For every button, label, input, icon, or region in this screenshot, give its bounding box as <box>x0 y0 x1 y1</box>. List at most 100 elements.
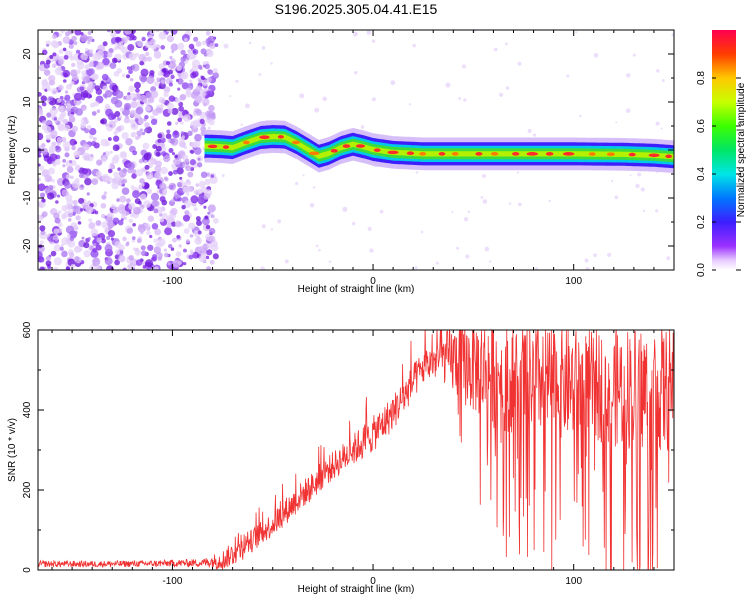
ridge-peak <box>588 152 596 156</box>
noise-speckle <box>131 63 140 72</box>
noise-speckle <box>193 36 199 42</box>
noise-speckle <box>195 108 202 116</box>
ridge-peak <box>648 153 660 158</box>
noise-speckle <box>66 166 74 173</box>
noise-speckle <box>115 175 121 181</box>
noise-speckle <box>60 136 67 143</box>
noise-speckle <box>208 104 215 112</box>
noise-speckle <box>82 152 91 161</box>
noise-speckle <box>208 235 216 243</box>
faint-speckle <box>414 266 418 270</box>
faint-speckle <box>212 68 218 74</box>
noise-speckle <box>53 212 60 220</box>
noise-speckle <box>113 118 119 123</box>
colorbar: 0.0 0.2 0.4 0.6 0.8 Normalized spectral ampl… <box>696 30 747 277</box>
ridge-peak <box>475 152 483 156</box>
noise-speckle <box>39 192 46 198</box>
noise-speckle <box>43 69 51 76</box>
noise-speckle <box>152 144 158 149</box>
noise-speckle <box>80 184 84 188</box>
faint-speckle <box>505 42 508 46</box>
noise-speckle <box>81 70 87 76</box>
colorbar-ticks: 0.0 0.2 0.4 0.6 0.8 <box>696 71 741 277</box>
ridge-peak <box>243 140 250 145</box>
noise-speckle <box>212 72 219 79</box>
noise-speckle <box>131 236 136 240</box>
noise-speckle <box>154 81 160 87</box>
noise-speckle <box>41 198 46 203</box>
noise-speckle <box>132 190 140 199</box>
noise-speckle <box>185 87 192 94</box>
noise-speckle <box>40 63 45 68</box>
noise-speckle <box>95 220 102 226</box>
noise-speckle <box>113 46 118 51</box>
noise-speckle <box>57 98 62 103</box>
noise-speckle <box>92 52 101 61</box>
faint-speckle <box>655 209 659 213</box>
noise-speckle <box>82 92 89 99</box>
faint-speckle <box>666 256 671 261</box>
noise-speckle <box>201 217 210 226</box>
noise-speckle <box>143 200 152 208</box>
noise-speckle <box>110 204 116 210</box>
noise-speckle <box>171 107 179 115</box>
noise-speckle <box>114 111 121 118</box>
noise-speckle <box>183 200 192 208</box>
noise-speckle <box>160 143 166 148</box>
noise-speckle <box>67 239 76 248</box>
noise-speckle <box>71 180 80 189</box>
noise-speckle <box>104 257 113 266</box>
noise-speckle <box>190 120 199 129</box>
faint-speckle <box>467 210 471 213</box>
noise-speckle <box>203 205 207 209</box>
noise-speckle <box>170 247 175 251</box>
colorbar-tick-label: 0.2 <box>696 215 707 229</box>
noise-speckle <box>73 41 78 46</box>
faint-speckle <box>660 127 663 130</box>
noise-speckle <box>170 198 175 203</box>
noise-speckle <box>62 79 67 83</box>
noise-speckle <box>160 104 164 108</box>
noise-speckle <box>58 33 62 37</box>
noise-speckle <box>86 192 90 196</box>
snr-ytick-label: 600 <box>22 321 33 338</box>
ridge-peak <box>438 152 446 156</box>
noise-speckle <box>127 264 132 269</box>
noise-speckle <box>114 241 122 248</box>
noise-speckle <box>38 163 41 167</box>
noise-speckle <box>200 171 208 179</box>
noise-speckle <box>197 64 203 70</box>
noise-speckle <box>45 59 51 65</box>
noise-speckle <box>172 169 178 175</box>
noise-speckle <box>208 227 216 235</box>
noise-speckle <box>186 180 192 186</box>
noise-speckle <box>62 69 71 78</box>
snr-y-label: SNR (10 * v/v) <box>7 418 18 482</box>
noise-speckle <box>46 87 51 92</box>
noise-speckle <box>134 41 138 45</box>
noise-speckle <box>166 34 175 43</box>
noise-speckle <box>136 130 143 137</box>
noise-speckle <box>59 246 64 251</box>
noise-speckle <box>65 174 71 180</box>
ridge-peak <box>222 145 230 149</box>
noise-speckle <box>179 179 184 184</box>
ridge-peak <box>342 144 351 148</box>
noise-speckle <box>38 202 41 207</box>
noise-speckle <box>100 118 108 125</box>
ridge-peak <box>606 152 615 156</box>
noise-speckle <box>49 129 58 138</box>
noise-speckle <box>144 114 149 120</box>
noise-speckle <box>185 158 190 163</box>
noise-speckle <box>90 154 94 158</box>
noise-speckle <box>47 236 52 241</box>
noise-speckle <box>57 210 62 214</box>
noise-speckle <box>61 189 68 196</box>
faint-speckle <box>248 41 252 45</box>
noise-speckle <box>164 252 169 258</box>
noise-speckle <box>155 151 161 157</box>
noise-speckle <box>203 193 211 200</box>
noise-speckle <box>135 88 140 93</box>
noise-speckle <box>115 249 121 255</box>
noise-speckle <box>88 48 94 54</box>
